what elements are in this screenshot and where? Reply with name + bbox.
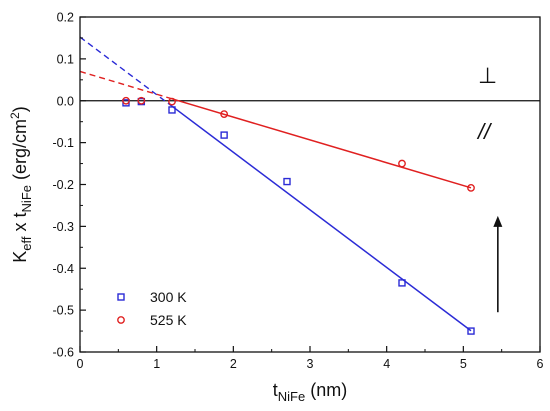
fit-line-dashed-1	[79, 70, 173, 100]
perpendicular-label: ⊥	[478, 63, 497, 88]
y-axis-label-unit: (erg/cm	[10, 119, 30, 185]
x-axis-label-main: t	[273, 380, 278, 400]
x-tick-label: 6	[537, 357, 544, 371]
y-axis-label-sup: 2	[8, 112, 22, 119]
fit-lines	[79, 36, 472, 332]
point-525k-1	[137, 96, 146, 105]
legend-marker-300k	[117, 293, 125, 301]
parallel-label: //	[476, 119, 492, 144]
y-tick-label: -0.6	[52, 346, 74, 360]
legend-marker-525k	[117, 316, 125, 324]
point-300k-4	[283, 177, 291, 186]
point-300k-6	[467, 327, 475, 335]
point-525k-2	[168, 97, 176, 106]
x-axis-label-sub: NiFe	[278, 389, 305, 404]
x-axis-label: tNiFe (nm)	[273, 380, 347, 404]
y-axis-label-sub2: NiFe	[19, 185, 34, 212]
y-axis-label: Keff x tNiFe (erg/cm2)	[8, 106, 34, 262]
x-tick-label: 0	[77, 357, 84, 371]
point-525k-4	[398, 159, 406, 168]
annotations: ⊥ //	[476, 63, 503, 313]
y-tick-label: -0.3	[52, 220, 74, 234]
y-tick-label: -0.1	[52, 136, 74, 150]
legend: 300 K 525 K	[117, 289, 187, 328]
y-axis-label-main: K	[10, 251, 30, 263]
x-tick-label: 4	[383, 357, 390, 371]
fit-line-solid-1	[171, 98, 472, 189]
data-points	[122, 96, 475, 335]
x-tick-label: 5	[460, 357, 467, 371]
y-axis-label-mid: x t	[10, 212, 30, 236]
y-axis-label-close: )	[10, 106, 30, 112]
legend-label-525k: 525 K	[150, 312, 187, 328]
fit-line-dashed-0	[79, 36, 173, 107]
y-tick-label: 0.2	[57, 11, 74, 25]
axis-ticks: 0 1 2 3 4 5 6 0.2 0.1 0.0 -0.1 -0.2 -0.3 -0.4 -0.5 -0.6	[52, 11, 543, 372]
x-axis-label-unit: (nm)	[305, 380, 347, 400]
x-tick-label: 2	[230, 357, 237, 371]
point-525k-5	[467, 183, 475, 192]
x-tick-label: 1	[153, 357, 160, 371]
y-tick-label: -0.4	[52, 262, 74, 276]
x-tick-label: 3	[307, 357, 314, 371]
y-tick-label: 0.1	[57, 52, 74, 66]
y-tick-label: -0.2	[52, 178, 74, 192]
legend-label-300k: 300 K	[150, 289, 187, 305]
point-300k-3	[220, 131, 228, 139]
point-300k-2	[168, 106, 176, 114]
y-tick-label: 0.0	[57, 94, 74, 108]
y-tick-label: -0.5	[52, 304, 74, 318]
fit-line-solid-0	[171, 105, 472, 332]
point-525k-3	[220, 110, 229, 119]
arrow-head	[493, 215, 503, 227]
point-300k-5	[398, 279, 406, 287]
y-axis-label-sub1: eff	[19, 236, 34, 251]
point-525k-0	[122, 96, 130, 105]
